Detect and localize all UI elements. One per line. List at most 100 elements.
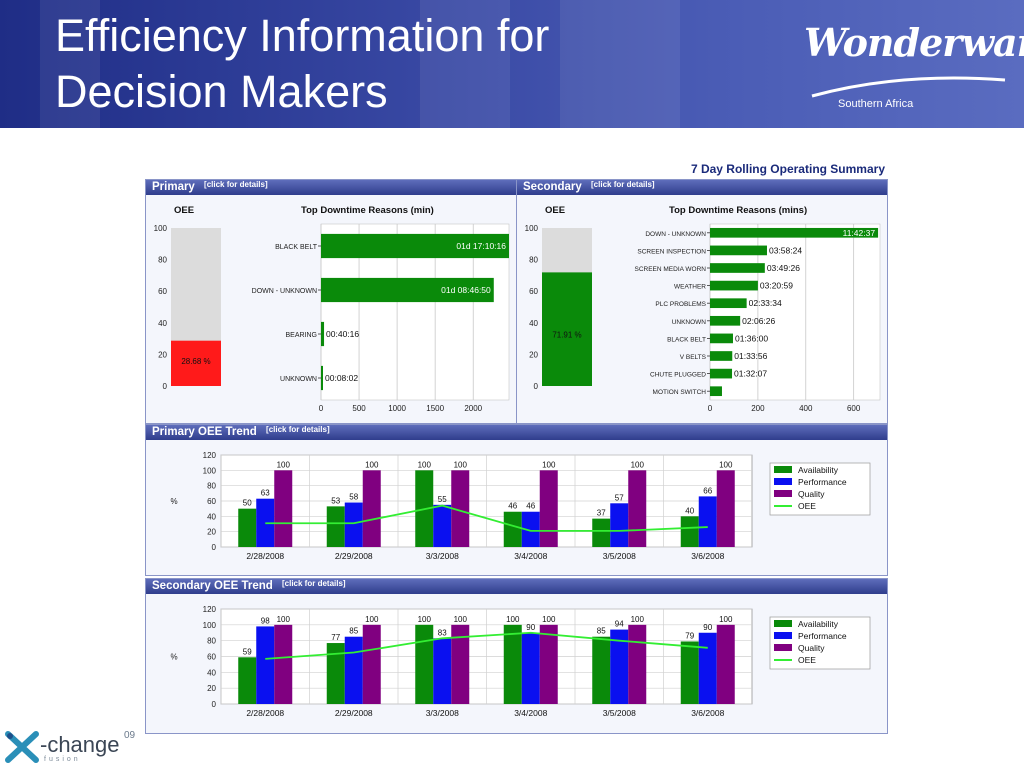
trend-bar <box>592 636 611 704</box>
trend-bar <box>362 624 381 704</box>
wonderware-logo-text: Wonderware <box>804 20 1024 65</box>
downtime-category-label: UNKNOWN <box>672 319 707 326</box>
trend-bar-value-label: 83 <box>438 628 447 637</box>
legend-label: Performance <box>798 631 847 641</box>
secondary-trend-header-label: Secondary OEE Trend <box>152 580 273 592</box>
trend-bar <box>592 518 611 547</box>
trend-bar <box>344 636 363 704</box>
trend-bar-value-label: 85 <box>349 627 358 636</box>
legend-swatch <box>774 466 792 473</box>
trend-y-tick-label: 0 <box>212 543 217 552</box>
oee-tick-label: 0 <box>534 382 539 391</box>
primary-trend-chart: 0 20 40 60 80 100 120% 50 63 100 2/28/2008 53 58 100 2… <box>170 451 871 561</box>
trend-bar-value-label: 100 <box>277 615 291 624</box>
oee-tick-label: 0 <box>163 382 168 391</box>
legend-label: Performance <box>798 477 847 487</box>
trend-y-tick-label: 80 <box>207 637 216 646</box>
downtime-x-tick-label: 2000 <box>464 404 482 413</box>
trend-x-tick-label: 3/6/2008 <box>691 708 724 718</box>
slide-title-line-1: Efficiency Information for <box>55 10 550 61</box>
x-logo-icon <box>5 731 39 763</box>
oee-tick-label: 100 <box>154 224 168 233</box>
trend-x-tick-label: 2/29/2008 <box>335 551 373 561</box>
legend-swatch <box>774 490 792 497</box>
trend-bar <box>344 502 363 547</box>
trend-bar <box>433 638 452 704</box>
oee-tick-label: 60 <box>529 287 538 296</box>
downtime-x-tick-label: 0 <box>319 404 324 413</box>
trend-bar-value-label: 100 <box>631 460 645 469</box>
legend-swatch <box>774 644 792 651</box>
trend-bar <box>680 516 699 547</box>
downtime-x-tick-label: 400 <box>799 404 813 413</box>
trend-bar-value-label: 100 <box>454 615 468 624</box>
secondary-trend-click-for-details-link[interactable]: [click for details] <box>282 579 346 588</box>
legend-label: Quality <box>798 489 825 499</box>
trend-y-tick-label: 0 <box>212 700 217 709</box>
downtime-value-label: 01d 08:46:50 <box>441 285 491 295</box>
secondary-click-for-details-link[interactable]: [click for details] <box>591 180 655 189</box>
trend-bar <box>539 624 558 704</box>
trend-y-tick-label: 20 <box>207 684 216 693</box>
trend-bar <box>521 632 540 704</box>
primary-downtime-title: Top Downtime Reasons (min) <box>301 205 434 216</box>
dashboard: 7 Day Rolling Operating Summary Primary … <box>145 158 888 734</box>
trend-oee-line <box>265 631 708 660</box>
downtime-bar <box>710 227 879 238</box>
trend-x-tick-label: 3/6/2008 <box>691 551 724 561</box>
trend-bar <box>716 470 735 547</box>
trend-bar-value-label: 100 <box>277 460 291 469</box>
trend-bar <box>274 470 293 547</box>
trend-bar <box>274 624 293 704</box>
downtime-value-label: 00:08:02 <box>325 373 358 383</box>
trend-bar <box>503 624 522 704</box>
trend-bar-value-label: 94 <box>615 620 624 629</box>
downtime-value-label: 01:32:07 <box>734 369 767 379</box>
trend-bar <box>326 643 345 704</box>
oee-tick-label: 60 <box>158 287 167 296</box>
trend-y-tick-label: 80 <box>207 482 216 491</box>
trend-bar-value-label: 63 <box>261 489 270 498</box>
trend-x-tick-label: 3/4/2008 <box>514 708 547 718</box>
primary-trend-panel: Primary OEE Trend [click for details] 0 2… <box>145 424 888 576</box>
dashboard-title: 7 Day Rolling Operating Summary <box>690 162 885 176</box>
trend-bar-value-label: 100 <box>418 615 432 624</box>
trend-bar-value-label: 100 <box>506 615 520 624</box>
trend-bar <box>698 632 717 704</box>
trend-bar <box>433 504 452 547</box>
trend-bar-value-label: 100 <box>542 615 556 624</box>
trend-y-tick-label: 40 <box>207 668 216 677</box>
legend-label: Availability <box>798 465 839 475</box>
trend-bar <box>451 624 470 704</box>
secondary-oee-title: OEE <box>545 205 566 216</box>
downtime-category-label: MOTION SWITCH <box>653 389 707 396</box>
trend-y-tick-label: 60 <box>207 497 216 506</box>
oee-gauge-fill <box>542 272 592 386</box>
trend-bar-value-label: 79 <box>685 631 694 640</box>
trend-bar-value-label: 100 <box>418 460 432 469</box>
trend-y-tick-label: 120 <box>203 451 217 460</box>
secondary-header-label: Secondary <box>523 181 582 193</box>
primary-panel-header: Primary [click for details] <box>146 180 516 195</box>
trend-bar-value-label: 77 <box>331 633 340 642</box>
primary-panel: Primary [click for details] OEE Top Down… <box>145 179 517 424</box>
primary-trend-click-for-details-link[interactable]: [click for details] <box>266 425 330 434</box>
primary-header-label: Primary <box>152 181 195 193</box>
trend-bar-value-label: 100 <box>542 460 556 469</box>
oee-tick-label: 40 <box>529 319 538 328</box>
downtime-value-label: 03:58:24 <box>769 245 802 255</box>
downtime-x-tick-label: 500 <box>352 404 366 413</box>
downtime-x-tick-label: 1500 <box>426 404 444 413</box>
primary-click-for-details-link[interactable]: [click for details] <box>204 180 268 189</box>
trend-bar-value-label: 66 <box>703 486 712 495</box>
primary-trend-header-label: Primary OEE Trend <box>152 426 257 438</box>
downtime-value-label: 02:33:34 <box>749 298 782 308</box>
oee-value-label: 71.91 % <box>552 330 581 339</box>
trend-y-tick-label: 60 <box>207 653 216 662</box>
change-fusion-logo: -change 09 fusion <box>4 728 154 766</box>
downtime-bar <box>710 263 765 273</box>
oee-tick-label: 100 <box>525 224 539 233</box>
downtime-bar <box>710 245 767 256</box>
downtime-value-label: 01:33:56 <box>734 351 767 361</box>
downtime-bar <box>710 386 722 397</box>
